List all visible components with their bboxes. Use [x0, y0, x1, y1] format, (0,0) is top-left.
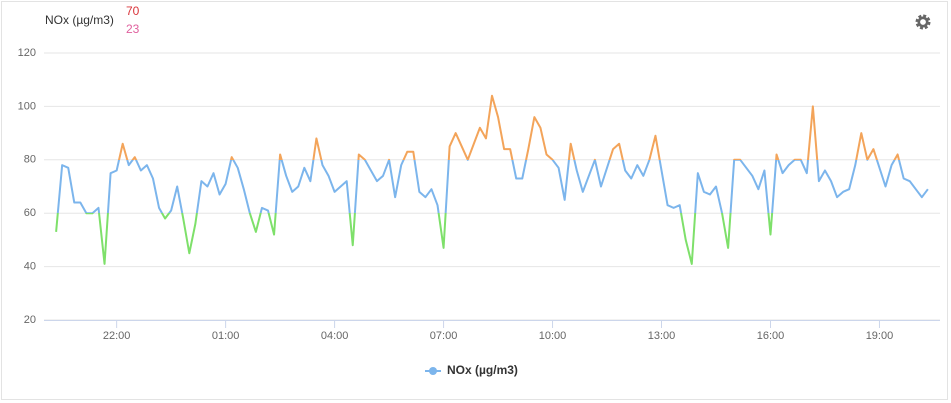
settings-icon[interactable]	[915, 14, 931, 30]
y-tick-label: 20	[24, 314, 36, 326]
y-tick-label: 60	[24, 207, 36, 219]
legend-item[interactable]: NOx (µg/m3)	[425, 363, 518, 377]
x-tick-label: 07:00	[430, 330, 458, 342]
header-stat: 70	[126, 4, 140, 18]
x-tick-label: 16:00	[757, 330, 785, 342]
x-tick-label: 22:00	[103, 330, 131, 342]
y-tick-label: 100	[18, 100, 36, 112]
data-line	[55, 94, 929, 265]
legend-marker	[429, 367, 437, 375]
x-tick-label: 19:00	[866, 330, 894, 342]
x-tick-label: 04:00	[321, 330, 349, 342]
x-tick-label: 10:00	[539, 330, 567, 342]
x-tick-label: 01:00	[212, 330, 240, 342]
legend-label: NOx (µg/m3)	[447, 363, 518, 377]
chart-title: NOx (µg/m3)	[45, 13, 114, 27]
y-tick-label: 80	[24, 154, 36, 166]
y-tick-label: 40	[24, 261, 36, 273]
y-tick-label: 120	[18, 47, 36, 59]
x-tick-label: 13:00	[648, 330, 676, 342]
header-stat: 23	[126, 22, 140, 36]
